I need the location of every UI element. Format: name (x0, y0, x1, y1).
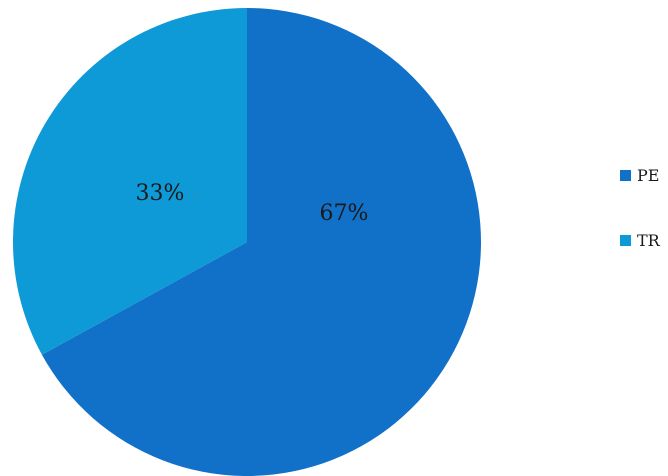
legend-label-pe: PE (637, 166, 659, 185)
legend-item-pe: PE (620, 166, 659, 185)
label-leader-dots: … (192, 190, 200, 199)
pie-slice-tr (12, 8, 247, 355)
slice-label-pe: 67% (320, 201, 369, 226)
legend-swatch-tr (620, 235, 631, 246)
slice-label-tr: 33% (136, 181, 185, 206)
pie-labels: 67% 33% … (136, 181, 369, 226)
legend-swatch-pe (620, 170, 631, 181)
legend: PE TR (620, 166, 661, 250)
legend-item-tr: TR (620, 231, 661, 250)
legend-label-tr: TR (637, 231, 661, 250)
pie-slices (12, 8, 481, 476)
pie-slice-pe (41, 8, 481, 476)
